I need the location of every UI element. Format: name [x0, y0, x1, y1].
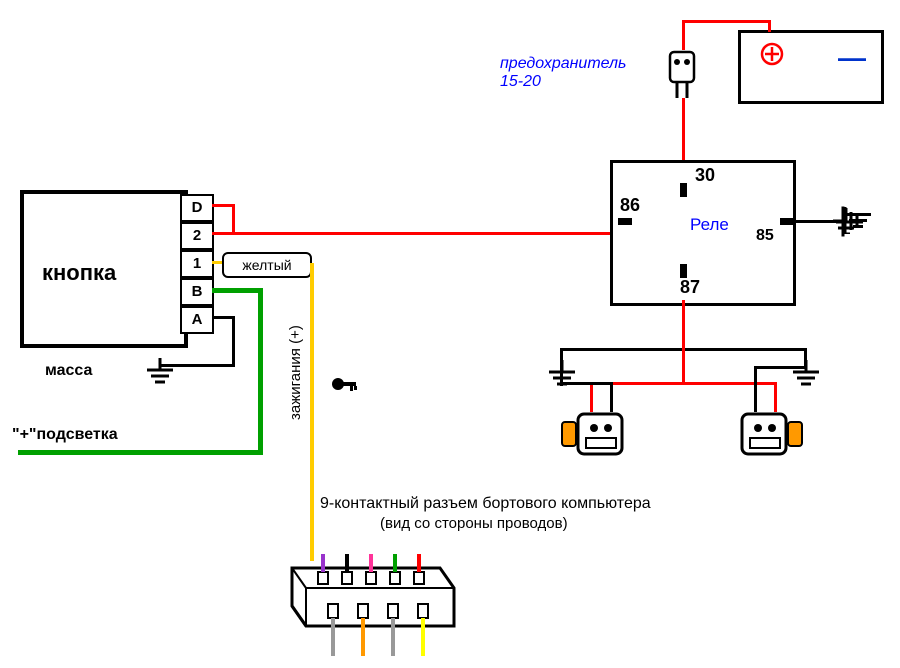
- ground-85: [833, 206, 863, 236]
- pin-D: D: [180, 194, 214, 222]
- connector-title: 9-контактный разъем бортового компьютера: [320, 495, 651, 513]
- wire-D-down: [232, 204, 235, 234]
- wire-lamp-red-h: [590, 382, 776, 385]
- relay-30: 30: [695, 165, 715, 186]
- battery-plus: [760, 40, 784, 74]
- battery-minus: —: [838, 42, 866, 74]
- wire-battery-vert: [768, 20, 771, 32]
- pin-2: 2: [180, 222, 214, 250]
- connector-sub: (вид со стороны проводов): [380, 515, 568, 532]
- wire-fuse-relay: [682, 98, 685, 160]
- lamp-left: [560, 408, 640, 473]
- wire-1-to-tag: [212, 261, 222, 264]
- wire-yellow-down: [310, 263, 314, 561]
- wire-2-to-86: [212, 232, 610, 235]
- mass-label: масса: [45, 362, 92, 380]
- button-label: кнопка: [42, 260, 116, 286]
- wire-B-out: [212, 288, 262, 293]
- ground-lamp-right: [791, 360, 821, 390]
- wire-A-down: [232, 316, 235, 366]
- relay-86: 86: [620, 195, 640, 216]
- wire-battery-to-fuse: [682, 20, 770, 23]
- ground-button: [145, 358, 175, 388]
- ignition-label: зажигания (+): [287, 325, 304, 420]
- wire-lamp-red-v: [682, 300, 685, 384]
- pin-1: 1: [180, 250, 214, 278]
- wire-D-out: [212, 204, 234, 207]
- fuse-icon: [668, 50, 696, 105]
- yellow-tag-text: желтый: [242, 257, 291, 273]
- wire-B-left: [18, 450, 263, 455]
- fuse-label: предохранитель 15-20: [500, 55, 626, 91]
- ground-lamp-center: [547, 360, 577, 390]
- connector-9pin: [270, 548, 460, 668]
- wire-lamp-blk-join-r: [754, 366, 807, 369]
- relay-87: 87: [680, 277, 700, 298]
- pin-A: A: [180, 306, 214, 334]
- wire-lamp-blk-r-v: [754, 366, 757, 384]
- relay-label: Реле: [690, 215, 729, 235]
- relay-pad-87: [680, 264, 687, 278]
- lamp-right: [724, 408, 804, 473]
- yellow-tag: желтый: [222, 252, 312, 278]
- key-icon: [330, 376, 360, 411]
- relay-85: 85: [756, 227, 774, 245]
- relay-pad-30: [680, 183, 687, 197]
- relay-pad-85: [780, 218, 794, 225]
- wire-lamp-blk-join-l: [560, 382, 613, 385]
- wire-fuse-down: [682, 20, 685, 50]
- backlight-label: "+"подсветка: [12, 426, 118, 444]
- wire-B-down: [258, 288, 263, 453]
- wire-A-out: [212, 316, 234, 319]
- relay-pad-86: [618, 218, 632, 225]
- fuse-text-1: предохранитель 15-20: [500, 55, 626, 90]
- pin-B: B: [180, 278, 214, 306]
